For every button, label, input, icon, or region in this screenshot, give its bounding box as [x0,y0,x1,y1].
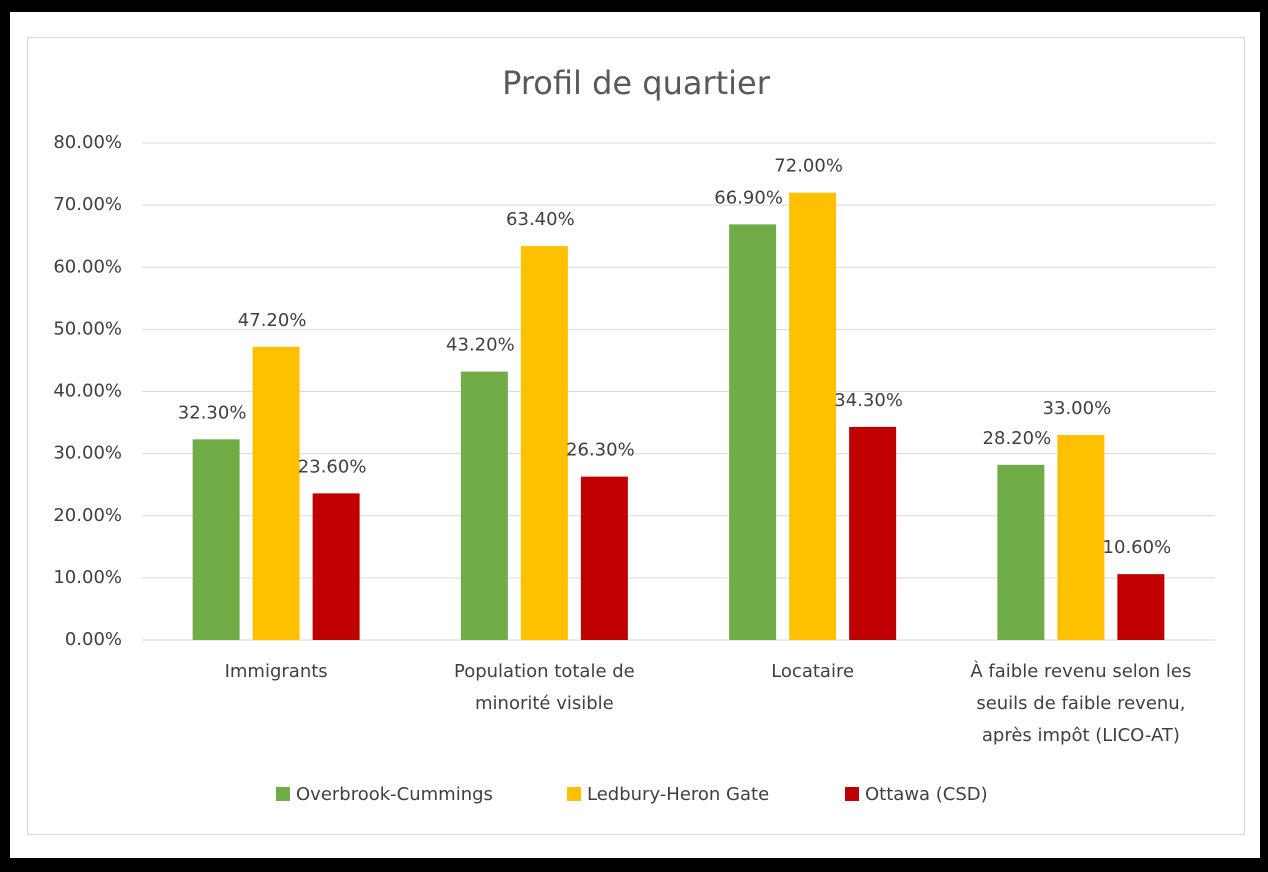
bar [580,476,628,640]
data-label: 23.60% [298,456,367,477]
legend-swatch [276,787,290,801]
x-tick-label: Immigrants [224,661,328,682]
bar [1057,434,1105,640]
bar [312,493,360,640]
y-tick-label: 20.00% [53,505,122,526]
y-tick-label: 10.00% [53,567,122,588]
y-tick-label: 60.00% [53,256,122,277]
data-label: 26.30% [566,440,635,461]
data-label: 66.90% [714,187,783,208]
legend-label: Overbrook-Cummings [296,784,493,805]
y-tick-label: 40.00% [53,381,122,402]
bar [729,224,777,641]
legend-swatch [567,787,581,801]
bar [789,192,837,640]
data-label: 63.40% [506,209,575,230]
x-tick-label: Locataire [771,661,855,682]
data-label: 33.00% [1043,398,1112,419]
y-tick-label: 70.00% [53,194,122,215]
legend-swatch [845,787,859,801]
bar [997,464,1045,640]
chart-title: Profil de quartier [502,64,771,102]
bar [192,439,240,640]
bar [1117,574,1165,640]
bar [849,426,897,640]
data-label: 34.30% [834,390,903,411]
data-label: 32.30% [178,402,247,423]
data-label: 10.60% [1103,537,1172,558]
data-label: 72.00% [774,156,843,177]
chart-area [27,37,1245,835]
x-tick-label: À faible revenu selon les seuils de faib… [970,661,1192,746]
data-label: 47.20% [238,310,307,331]
y-tick-label: 0.00% [65,629,122,650]
bar [252,346,300,640]
y-tick-label: 50.00% [53,318,122,339]
legend-label: Ottawa (CSD) [865,784,988,805]
bar [460,371,508,640]
data-label: 28.20% [983,428,1052,449]
y-tick-label: 80.00% [53,132,122,153]
data-label: 43.20% [446,335,515,356]
bar [520,246,568,640]
y-tick-label: 30.00% [53,443,122,464]
x-tick-label: Population totale de minorité visible [454,661,635,714]
legend-label: Ledbury-Heron Gate [587,784,769,805]
